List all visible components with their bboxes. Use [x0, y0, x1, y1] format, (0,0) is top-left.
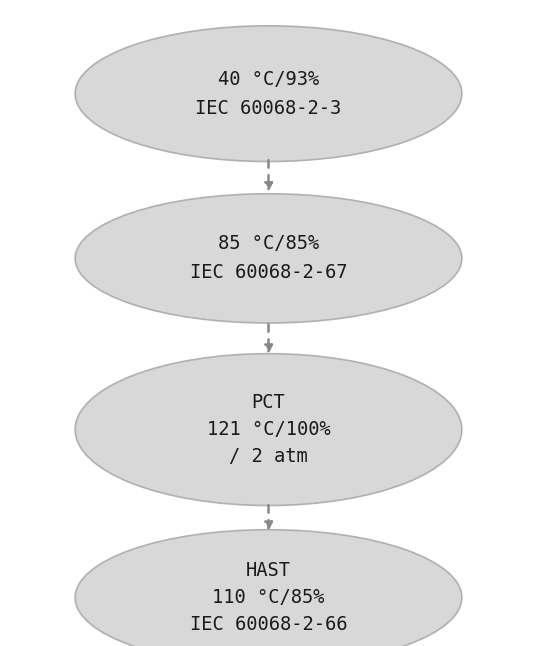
Text: 110 °C/85%: 110 °C/85% — [212, 588, 325, 607]
Text: 121 °C/100%: 121 °C/100% — [207, 420, 330, 439]
Text: 40 °C/93%: 40 °C/93% — [218, 70, 319, 89]
Text: 85 °C/85%: 85 °C/85% — [218, 234, 319, 253]
Text: IEC 60068-2-67: IEC 60068-2-67 — [190, 264, 347, 282]
Ellipse shape — [75, 353, 462, 505]
Text: HAST: HAST — [246, 561, 291, 580]
Text: IEC 60068-2-3: IEC 60068-2-3 — [195, 99, 342, 118]
Text: / 2 atm: / 2 atm — [229, 447, 308, 466]
Text: PCT: PCT — [252, 393, 285, 412]
Ellipse shape — [75, 194, 462, 323]
Text: IEC 60068-2-66: IEC 60068-2-66 — [190, 615, 347, 634]
Ellipse shape — [75, 26, 462, 162]
Ellipse shape — [75, 530, 462, 646]
